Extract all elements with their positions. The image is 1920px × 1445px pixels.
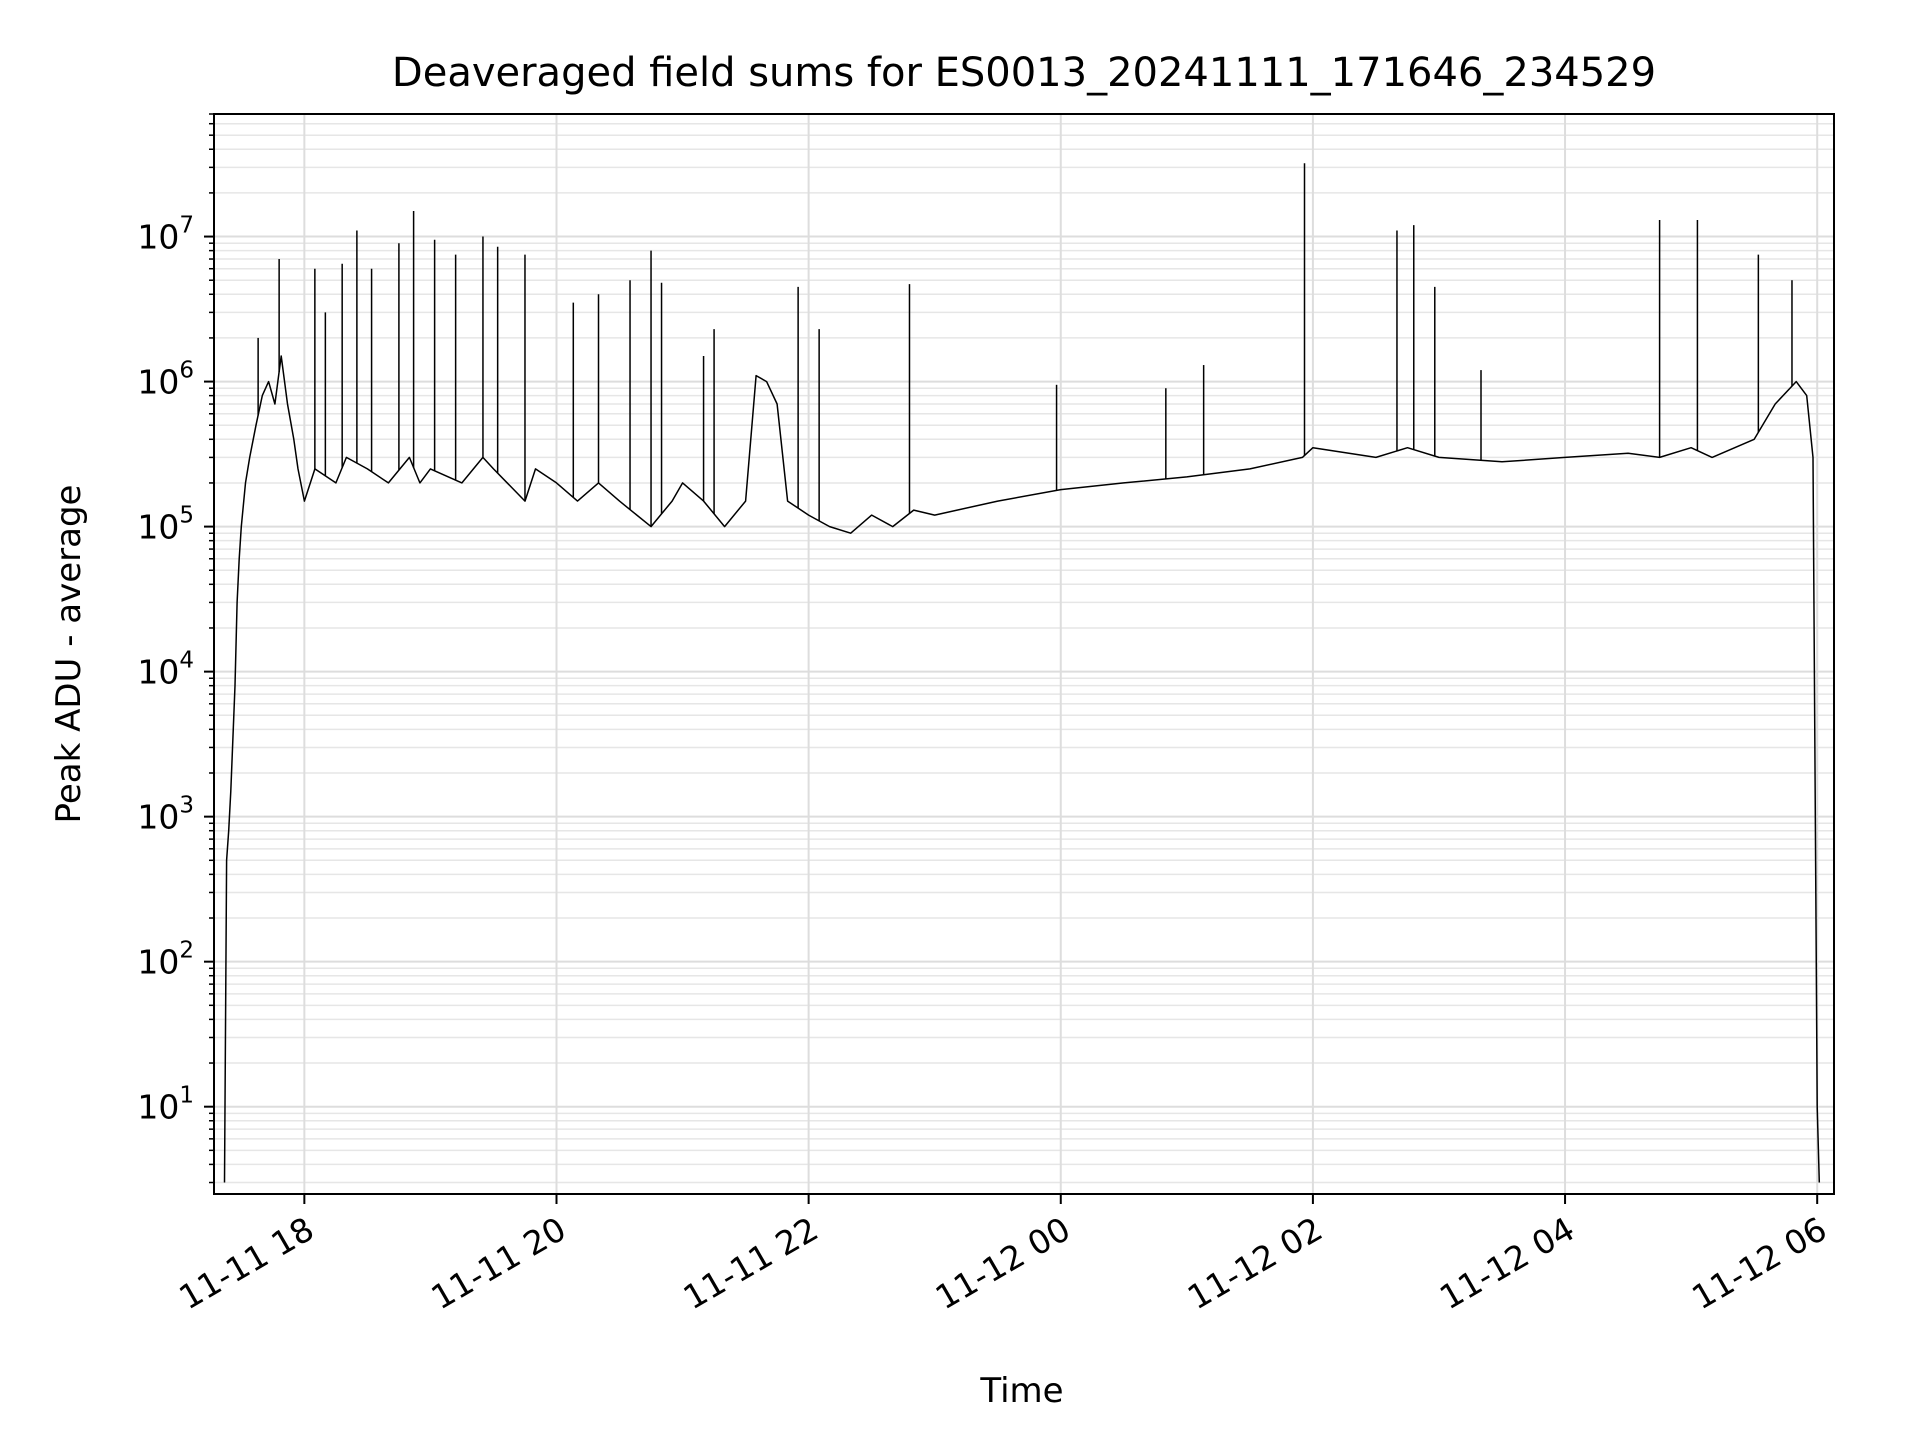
- y-tick-label: 102: [137, 938, 194, 982]
- y-tick-label: 107: [137, 213, 194, 257]
- y-axis-label: Peak ADU - average: [49, 485, 89, 824]
- x-axis-label: Time: [979, 1371, 1063, 1411]
- series-layer: [223, 163, 1821, 1183]
- plot-frame: [213, 113, 1835, 1195]
- chart-title: Deaveraged field sums for ES0013_2024111…: [392, 50, 1656, 96]
- y-tick-label: 106: [137, 358, 194, 402]
- series-line: [223, 355, 1821, 1183]
- y-tick-label: 103: [137, 793, 194, 837]
- y-tick-label: 101: [137, 1083, 194, 1127]
- y-tick-label: 105: [137, 503, 194, 547]
- grid-layer: [214, 113, 1834, 1194]
- y-tick-label: 104: [137, 648, 194, 692]
